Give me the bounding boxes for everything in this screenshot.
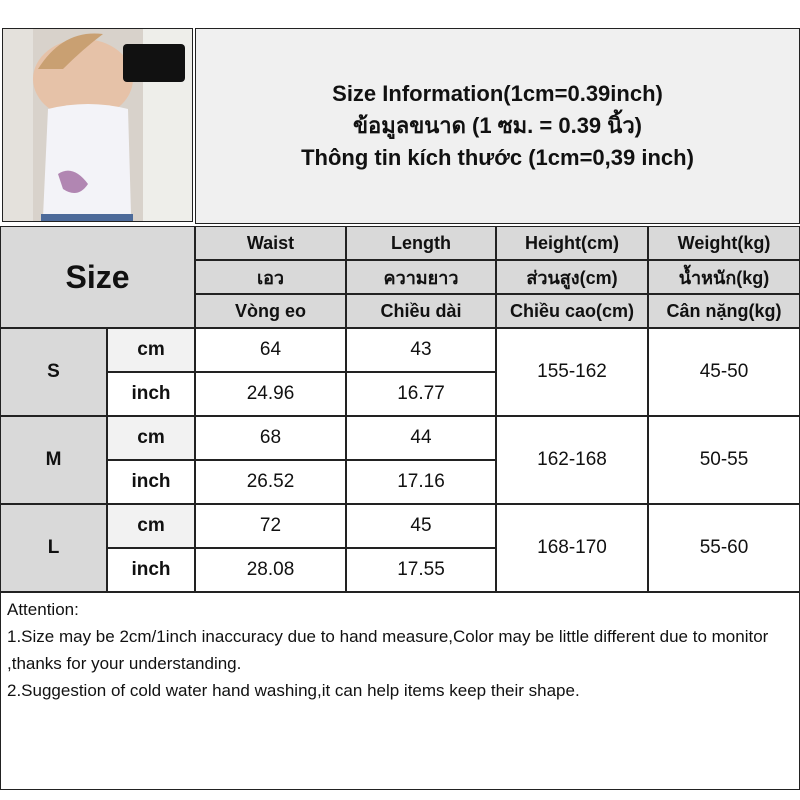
height-range: 155-162 — [496, 328, 648, 416]
col-height-th: ส่วนสูง(cm) — [496, 260, 648, 294]
col-height-en: Height(cm) — [496, 226, 648, 260]
waist-inch: 28.08 — [195, 548, 346, 592]
unit-cm: cm — [107, 328, 195, 372]
title-english: Size Information(1cm=0.39inch) — [332, 81, 663, 106]
unit-inch: inch — [107, 460, 195, 504]
unit-inch: inch — [107, 548, 195, 592]
col-weight-en: Weight(kg) — [648, 226, 800, 260]
attention-note-2: 2.Suggestion of cold water hand washing,… — [7, 681, 580, 700]
col-length-vi: Chiều dài — [346, 294, 496, 328]
unit-cm: cm — [107, 504, 195, 548]
length-inch: 17.16 — [346, 460, 496, 504]
product-photo — [2, 28, 193, 222]
size-m: M — [0, 416, 107, 504]
size-s: S — [0, 328, 107, 416]
col-height-vi: Chiều cao(cm) — [496, 294, 648, 328]
length-cm: 45 — [346, 504, 496, 548]
length-inch: 17.55 — [346, 548, 496, 592]
size-info-title: Size Information(1cm=0.39inch) ข้อมูลขนา… — [195, 28, 800, 224]
waist-inch: 26.52 — [195, 460, 346, 504]
length-cm: 43 — [346, 328, 496, 372]
waist-cm: 72 — [195, 504, 346, 548]
size-l: L — [0, 504, 107, 592]
title-vietnamese: Thông tin kích thước (1cm=0,39 inch) — [301, 145, 694, 170]
col-weight-th: น้ำหนัก(kg) — [648, 260, 800, 294]
title-thai: ข้อมูลขนาด (1 ซม. = 0.39 นิ้ว) — [352, 113, 642, 138]
unit-inch: inch — [107, 372, 195, 416]
length-inch: 16.77 — [346, 372, 496, 416]
height-range: 168-170 — [496, 504, 648, 592]
attention-note-1: 1.Size may be 2cm/1inch inaccuracy due t… — [7, 627, 769, 673]
col-weight-vi: Cân nặng(kg) — [648, 294, 800, 328]
size-header: Size — [0, 226, 195, 328]
col-waist-en: Waist — [195, 226, 346, 260]
height-range: 162-168 — [496, 416, 648, 504]
unit-cm: cm — [107, 416, 195, 460]
length-cm: 44 — [346, 416, 496, 460]
waist-cm: 64 — [195, 328, 346, 372]
waist-cm: 68 — [195, 416, 346, 460]
col-waist-vi: Vòng eo — [195, 294, 346, 328]
weight-range: 50-55 — [648, 416, 800, 504]
col-length-th: ความยาว — [346, 260, 496, 294]
col-waist-th: เอว — [195, 260, 346, 294]
waist-inch: 24.96 — [195, 372, 346, 416]
weight-range: 45-50 — [648, 328, 800, 416]
weight-range: 55-60 — [648, 504, 800, 592]
attention-box: Attention: 1.Size may be 2cm/1inch inacc… — [0, 592, 800, 790]
col-length-en: Length — [346, 226, 496, 260]
attention-heading: Attention: — [7, 600, 79, 619]
